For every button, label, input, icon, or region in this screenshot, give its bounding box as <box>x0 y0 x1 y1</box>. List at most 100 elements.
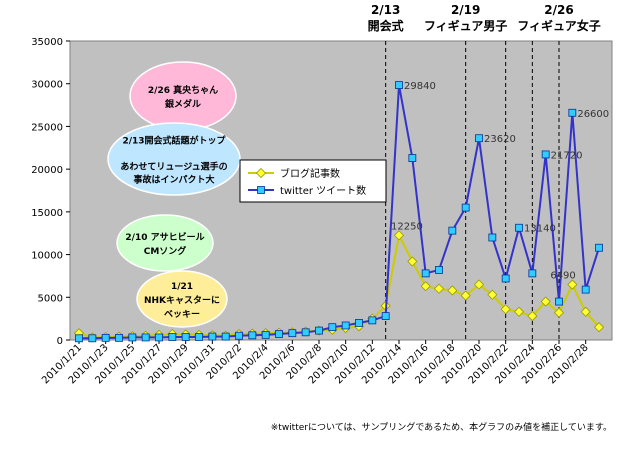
data-point <box>328 323 337 332</box>
data-point <box>168 333 177 341</box>
data-point <box>528 269 537 278</box>
data-point <box>513 306 525 317</box>
data-point <box>515 223 523 232</box>
annotation-text: あわせてリュージュ選手の <box>120 161 227 173</box>
y-axis: 0 5000 10000 15000 20000 25000 30000 35000 <box>31 37 70 347</box>
data-point <box>421 269 430 278</box>
annotation-text: 2/10 アサヒビール <box>125 231 204 243</box>
data-point <box>395 81 403 89</box>
y-tick-label: 25000 <box>31 122 63 133</box>
data-point <box>420 281 431 292</box>
data-point <box>555 297 563 306</box>
data-point <box>221 332 230 341</box>
annotation-text: CMソング <box>144 245 187 257</box>
data-point <box>500 304 511 315</box>
data-point <box>435 266 443 274</box>
data-point <box>88 334 97 343</box>
y-tick-label: 5000 <box>38 293 63 304</box>
data-point <box>501 274 510 283</box>
data-point <box>155 333 163 342</box>
x-axis: 2010/1/212010/1/232010/1/252010/1/272010… <box>40 340 591 386</box>
data-point <box>275 330 283 338</box>
data-point <box>407 256 418 267</box>
data-point <box>381 312 390 320</box>
data-point <box>368 316 377 325</box>
event-date: 2/13 <box>371 3 400 17</box>
annotation-text: 事故はインパクト大 <box>133 174 214 186</box>
annotation-text: 銀メダル <box>165 98 201 110</box>
data-point <box>235 331 243 340</box>
y-tick-label: 20000 <box>31 165 63 176</box>
data-point <box>448 226 457 235</box>
data-point <box>527 311 538 322</box>
annotation-bubble <box>136 270 228 328</box>
data-point <box>581 285 590 294</box>
data-point <box>580 306 591 317</box>
data-point <box>553 307 565 318</box>
event-title: フィギュア男子 <box>424 18 508 33</box>
legend-box <box>239 159 387 203</box>
data-label: 6490 <box>550 271 575 282</box>
event-title: 開会式 <box>368 18 404 33</box>
series-line <box>79 84 600 340</box>
annotation-bubble <box>129 61 237 131</box>
data-point <box>475 134 483 143</box>
event-date: 2/26 <box>544 3 573 17</box>
footnote: ※twitterについては、サンプリングであるため、本グラフのみ値を補正していま… <box>271 421 612 433</box>
legend-label: twitter ツイート数 <box>280 184 366 197</box>
data-label: 29840 <box>404 81 436 92</box>
y-tick-label: 35000 <box>31 37 63 48</box>
data-label: 21720 <box>551 150 583 161</box>
data-label: 23620 <box>484 134 516 145</box>
event-date: 2/19 <box>451 3 480 17</box>
data-label: 13140 <box>524 224 556 235</box>
data-point <box>181 333 190 341</box>
annotation-bubble <box>116 214 214 272</box>
legend: ブログ記事数 twitter ツイート数 <box>239 159 387 203</box>
data-point <box>261 330 270 339</box>
data-point <box>487 289 498 300</box>
y-tick-label: 15000 <box>31 208 63 219</box>
data-point <box>568 108 577 117</box>
data-point <box>195 333 203 341</box>
data-label: 12250 <box>391 221 423 232</box>
data-point <box>208 332 217 341</box>
series-layer <box>73 81 605 343</box>
data-point <box>248 331 257 340</box>
legend-marker <box>255 167 267 179</box>
data-point <box>115 333 123 342</box>
annotation-text: 1/21 <box>171 282 193 292</box>
legend-marker <box>257 186 265 194</box>
data-point <box>595 243 603 252</box>
data-point <box>540 296 551 307</box>
y-tick-label: 30000 <box>31 80 63 91</box>
annotation-text: 2/13開会式話題がトップ <box>122 135 226 147</box>
data-point <box>567 279 578 290</box>
data-point <box>593 322 605 333</box>
data-point <box>447 285 458 296</box>
data-point <box>128 333 137 342</box>
annotation-text: ベッキー <box>164 309 200 320</box>
data-point <box>408 154 417 162</box>
data-point <box>393 230 405 241</box>
data-point <box>101 333 110 342</box>
annotation-bubble <box>107 122 241 196</box>
y-tick-label: 10000 <box>31 251 63 262</box>
data-point <box>341 321 350 330</box>
data-point <box>541 150 550 159</box>
event-title: フィギュア女子 <box>517 18 601 33</box>
data-point <box>460 290 471 301</box>
data-label: 26600 <box>577 109 609 120</box>
y-tick-label: 0 <box>57 336 63 347</box>
data-point <box>75 334 83 343</box>
data-point <box>461 203 470 212</box>
series-line <box>78 232 600 339</box>
data-point <box>488 233 497 242</box>
legend-label: ブログ記事数 <box>280 167 340 180</box>
annotation-text: 2/26 真央ちゃん <box>148 84 218 96</box>
data-point <box>473 279 485 290</box>
data-point <box>355 319 363 327</box>
data-labels: 29840 12250 23620 13140 21720 26600 6490 <box>391 81 609 281</box>
